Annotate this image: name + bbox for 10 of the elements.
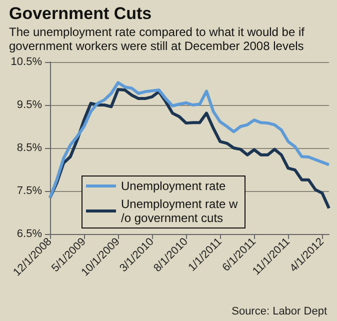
y-tick-label: 9.5% [16, 99, 42, 111]
legend-label: Unemployment rate [121, 179, 226, 193]
chart-title: Government Cuts [9, 4, 152, 23]
chart-subtitle: The unemployment rate compared to what it would be if government workers were still at December 2008 levels [9, 25, 306, 53]
legend-label: Unemployment rate w/o government cuts [121, 197, 238, 225]
y-tick-label: 6.5% [16, 228, 42, 240]
y-tick-label: 10.5% [10, 56, 42, 68]
y-tick-label: 8.5% [16, 142, 42, 154]
source-note: Source: Labor Dept [232, 306, 327, 318]
y-tick-label: 7.5% [16, 185, 42, 197]
